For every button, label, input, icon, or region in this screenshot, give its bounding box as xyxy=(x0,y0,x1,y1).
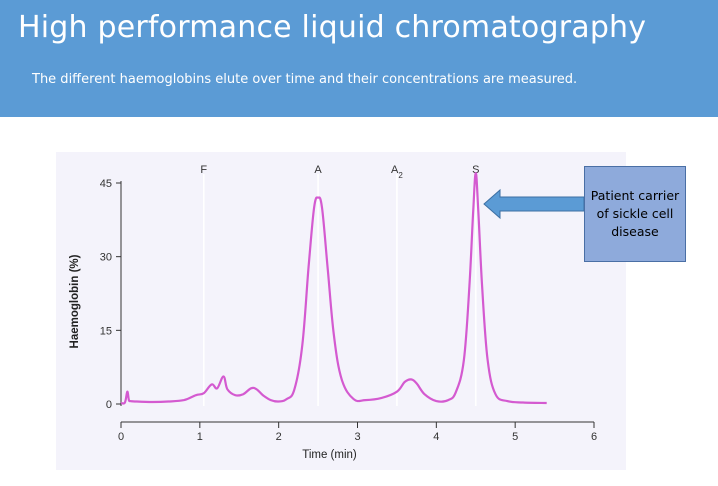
x-axis-label: Time (min) xyxy=(302,449,357,461)
x-tick-label: 2 xyxy=(276,431,282,443)
y-tick-label: 45 xyxy=(100,178,112,190)
peak-label: F xyxy=(200,164,207,176)
y-tick-label: 30 xyxy=(100,252,112,264)
x-tick-label: 5 xyxy=(512,431,518,443)
y-axis-label: Haemoglobin (%) xyxy=(69,254,81,348)
x-tick-label: 3 xyxy=(354,431,360,443)
slide-subtitle: The different haemoglobins elute over ti… xyxy=(32,72,578,87)
x-tick-label: 4 xyxy=(433,431,439,443)
chromatogram-chart: 0 15 30 45 0 1 2 3 4 5 6 Time (min) Haemoglobin (%) F… xyxy=(56,152,626,470)
chromatogram-trace xyxy=(120,172,547,405)
x-tick-label: 0 xyxy=(118,431,124,443)
slide-title: High performance liquid chromatography xyxy=(18,10,647,45)
y-tick-label: 0 xyxy=(106,399,112,411)
callout-text: Patient carrier of sickle cell disease xyxy=(590,188,680,239)
slide-header: High performance liquid chromatography T… xyxy=(0,0,718,117)
callout-box: Patient carrier of sickle cell disease xyxy=(584,166,686,262)
y-tick-label: 15 xyxy=(100,325,112,337)
x-tick-label: 6 xyxy=(591,431,597,443)
peak-label: S xyxy=(472,164,479,176)
peak-label: A xyxy=(314,164,322,176)
x-tick-label: 1 xyxy=(197,431,203,443)
